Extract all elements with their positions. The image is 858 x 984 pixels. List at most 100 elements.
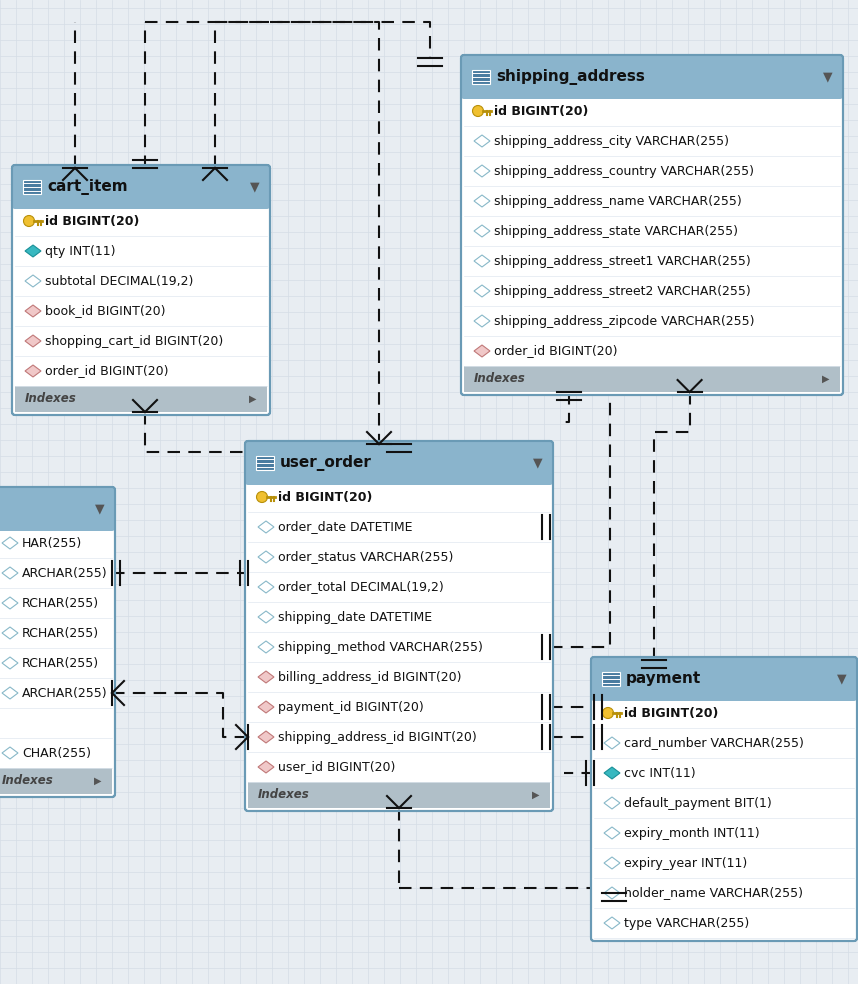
Bar — [248, 692, 550, 722]
Polygon shape — [604, 737, 620, 749]
Bar — [18, 187, 264, 206]
Polygon shape — [25, 365, 41, 377]
Text: expiry_month INT(11): expiry_month INT(11) — [624, 827, 759, 839]
Polygon shape — [474, 225, 490, 237]
Text: shopping_cart_id BIGINT(20): shopping_cart_id BIGINT(20) — [45, 335, 223, 347]
Bar — [464, 306, 840, 336]
Polygon shape — [474, 165, 490, 177]
Polygon shape — [2, 597, 18, 609]
Bar — [464, 216, 840, 246]
Bar — [464, 366, 840, 392]
Bar — [464, 96, 840, 126]
Polygon shape — [258, 731, 274, 743]
Bar — [15, 356, 267, 386]
Polygon shape — [474, 195, 490, 207]
Text: shipping_address_state VARCHAR(255): shipping_address_state VARCHAR(255) — [494, 224, 738, 237]
Text: Indexes: Indexes — [258, 788, 310, 802]
Bar — [0, 618, 112, 648]
Polygon shape — [604, 797, 620, 809]
Polygon shape — [258, 701, 274, 713]
Polygon shape — [474, 315, 490, 327]
Bar — [256, 456, 274, 470]
Bar — [0, 768, 109, 781]
Bar — [464, 186, 840, 216]
Text: user_id BIGINT(20): user_id BIGINT(20) — [278, 761, 396, 773]
Bar — [248, 572, 550, 602]
Text: shipping_address_zipcode VARCHAR(255): shipping_address_zipcode VARCHAR(255) — [494, 315, 754, 328]
Bar — [594, 818, 854, 848]
Text: ARCHAR(255): ARCHAR(255) — [22, 687, 107, 700]
Text: ▶: ▶ — [532, 790, 540, 800]
Text: Indexes: Indexes — [474, 373, 526, 386]
Polygon shape — [604, 827, 620, 839]
Text: shipping_method VARCHAR(255): shipping_method VARCHAR(255) — [278, 641, 483, 653]
Text: RCHAR(255): RCHAR(255) — [22, 596, 100, 609]
Bar — [15, 296, 267, 326]
Text: CHAR(255): CHAR(255) — [22, 747, 91, 760]
Polygon shape — [258, 551, 274, 563]
Text: shipping_date DATETIME: shipping_date DATETIME — [278, 610, 432, 624]
Bar — [248, 482, 550, 512]
Bar — [464, 126, 840, 156]
Text: Indexes: Indexes — [2, 774, 54, 787]
Bar — [248, 632, 550, 662]
FancyBboxPatch shape — [12, 165, 270, 209]
Bar — [15, 386, 267, 412]
Polygon shape — [25, 305, 41, 317]
Polygon shape — [604, 917, 620, 929]
Bar — [23, 180, 41, 194]
Bar — [15, 236, 267, 266]
Text: ▼: ▼ — [533, 457, 543, 469]
Bar — [594, 878, 854, 908]
Bar — [15, 206, 267, 236]
Bar — [15, 326, 267, 356]
Text: type VARCHAR(255): type VARCHAR(255) — [624, 916, 749, 930]
Bar — [248, 722, 550, 752]
Text: subtotal DECIMAL(19,2): subtotal DECIMAL(19,2) — [45, 275, 193, 287]
Text: RCHAR(255): RCHAR(255) — [22, 656, 100, 669]
Text: holder_name VARCHAR(255): holder_name VARCHAR(255) — [624, 887, 803, 899]
Text: billing_address_id BIGINT(20): billing_address_id BIGINT(20) — [278, 670, 462, 684]
Polygon shape — [258, 671, 274, 683]
FancyBboxPatch shape — [245, 441, 553, 811]
Text: HAR(255): HAR(255) — [22, 536, 82, 549]
Text: order_date DATETIME: order_date DATETIME — [278, 521, 413, 533]
Bar — [467, 77, 837, 96]
Bar — [464, 336, 840, 366]
Polygon shape — [258, 611, 274, 623]
Text: id BIGINT(20): id BIGINT(20) — [278, 490, 372, 504]
Text: qty INT(11): qty INT(11) — [45, 244, 116, 258]
Bar — [248, 512, 550, 542]
Polygon shape — [2, 627, 18, 639]
Bar — [594, 698, 854, 728]
Text: order_id BIGINT(20): order_id BIGINT(20) — [45, 364, 168, 378]
FancyBboxPatch shape — [591, 657, 857, 701]
Text: shipping_address: shipping_address — [496, 69, 645, 85]
FancyBboxPatch shape — [12, 165, 270, 415]
Bar — [0, 588, 112, 618]
Polygon shape — [258, 581, 274, 593]
Bar — [594, 728, 854, 758]
Bar — [0, 509, 109, 528]
Text: ▼: ▼ — [95, 503, 105, 516]
Text: shipping_address_id BIGINT(20): shipping_address_id BIGINT(20) — [278, 730, 477, 744]
Text: expiry_year INT(11): expiry_year INT(11) — [624, 856, 747, 870]
Polygon shape — [604, 767, 620, 779]
Text: cart_item: cart_item — [47, 179, 128, 195]
Text: shipping_address_street1 VARCHAR(255): shipping_address_street1 VARCHAR(255) — [494, 255, 751, 268]
Text: RCHAR(255): RCHAR(255) — [22, 627, 100, 640]
Circle shape — [23, 215, 34, 226]
Polygon shape — [2, 747, 18, 759]
FancyBboxPatch shape — [245, 441, 553, 485]
Polygon shape — [2, 657, 18, 669]
Polygon shape — [258, 761, 274, 773]
FancyBboxPatch shape — [461, 55, 843, 395]
Text: order_status VARCHAR(255): order_status VARCHAR(255) — [278, 550, 453, 564]
Bar — [251, 782, 547, 795]
Bar — [594, 788, 854, 818]
Text: shipping_address_street2 VARCHAR(255): shipping_address_street2 VARCHAR(255) — [494, 284, 751, 297]
Bar — [248, 662, 550, 692]
Bar — [0, 738, 112, 768]
Bar — [0, 648, 112, 678]
Bar — [602, 672, 620, 686]
